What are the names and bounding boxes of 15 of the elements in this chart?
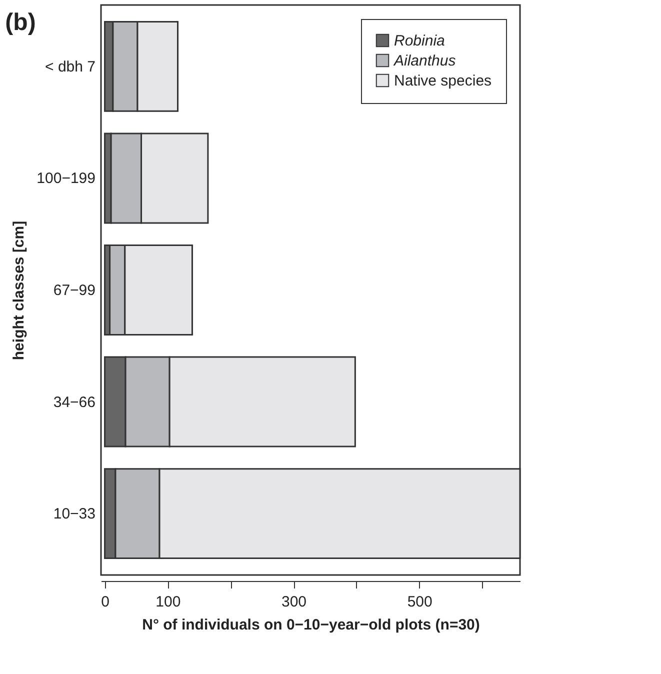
y-tick-label: 100−199	[36, 170, 96, 188]
y-axis-title: height classes [cm]	[10, 220, 28, 360]
x-tick-label: 0	[101, 594, 110, 610]
chart-title: (b)	[5, 9, 36, 36]
y-tick-label: 34−66	[53, 394, 96, 411]
legend-label: Ailanthus	[393, 52, 456, 70]
y-tick-label: < dbh 7	[45, 58, 96, 76]
y-tick-label: 67−99	[53, 282, 96, 299]
legend-label: Robinia	[394, 32, 445, 50]
x-tick-label: 100	[156, 594, 181, 610]
x-tick-label: 500	[407, 594, 432, 610]
legend-label: Native species	[394, 72, 492, 90]
x-axis-title: N° of individuals on 0−10−year−old plots (n=30)	[142, 616, 480, 634]
y-tick-label: 10−33	[53, 506, 96, 523]
x-tick-label: 300	[282, 594, 307, 610]
